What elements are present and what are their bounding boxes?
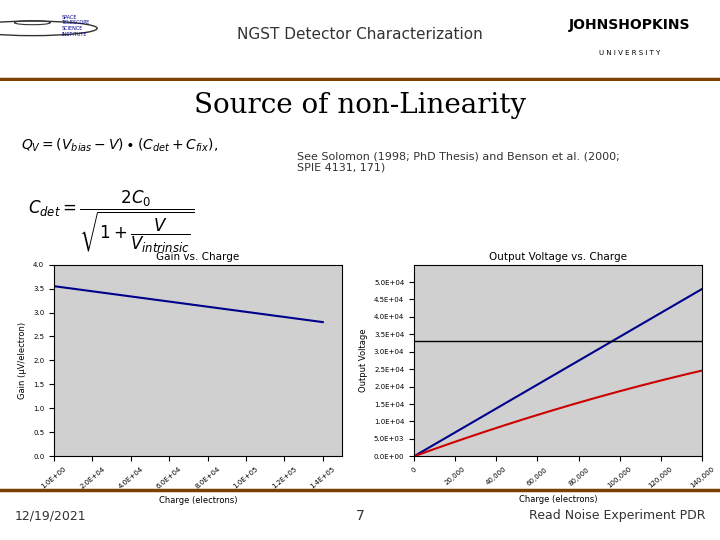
- X-axis label: Charge (electrons): Charge (electrons): [518, 495, 598, 504]
- Y-axis label: Gain (μV/electron): Gain (μV/electron): [19, 322, 27, 399]
- Title: Gain vs. Charge: Gain vs. Charge: [156, 252, 240, 262]
- Text: NGST Detector Characterization: NGST Detector Characterization: [237, 26, 483, 42]
- X-axis label: Charge (electrons): Charge (electrons): [158, 496, 238, 505]
- Text: Source of non-Linearity: Source of non-Linearity: [194, 92, 526, 119]
- Text: $C_{det} = \dfrac{2C_0}{\sqrt{1 + \dfrac{V}{V_{intrinsic}}}}$: $C_{det} = \dfrac{2C_0}{\sqrt{1 + \dfrac…: [28, 188, 194, 255]
- Y-axis label: Output Voltage: Output Voltage: [359, 329, 368, 392]
- Title: Output Voltage vs. Charge: Output Voltage vs. Charge: [489, 252, 627, 262]
- Text: SPACE
TELESCOPE
SCIENCE
INSTITUTE: SPACE TELESCOPE SCIENCE INSTITUTE: [61, 15, 89, 37]
- Text: JOHNSHOPKINS: JOHNSHOPKINS: [570, 18, 690, 32]
- Text: 12/19/2021: 12/19/2021: [14, 509, 86, 522]
- Text: Read Noise Experiment PDR: Read Noise Experiment PDR: [529, 509, 706, 522]
- Text: 7: 7: [356, 509, 364, 523]
- Text: U N I V E R S I T Y: U N I V E R S I T Y: [599, 50, 661, 56]
- Text: $Q_V = (V_{bias} - V) \bullet (C_{det} + C_{fix}),$: $Q_V = (V_{bias} - V) \bullet (C_{det} +…: [21, 137, 218, 154]
- Text: See Solomon (1998; PhD Thesis) and Benson et al. (2000;
SPIE 4131, 171): See Solomon (1998; PhD Thesis) and Benso…: [297, 151, 619, 173]
